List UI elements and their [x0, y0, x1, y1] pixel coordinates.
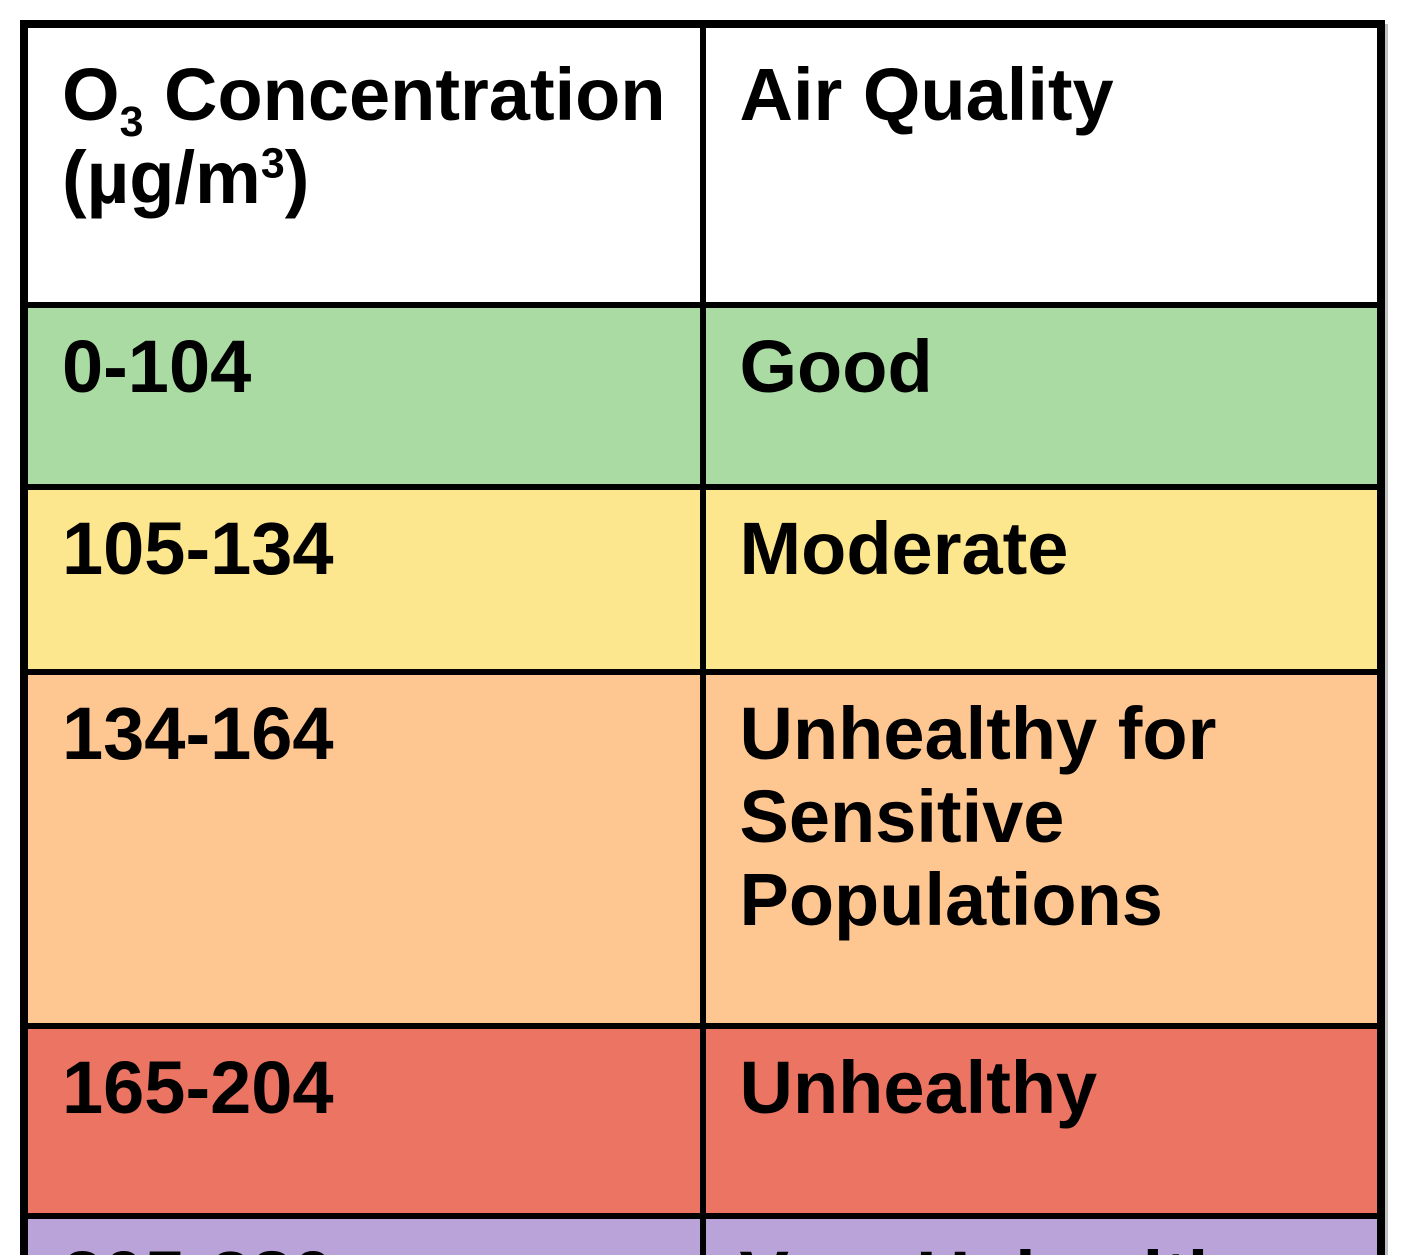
o3-range-value: 205-380: [62, 1236, 334, 1255]
air-quality-cell: Very Unhealthy: [699, 1213, 1384, 1255]
air-quality-cell: Moderate: [699, 484, 1384, 675]
table-row-unhealthy-sensitive: 134-164 Unhealthy for Sensitive Populati…: [21, 669, 1384, 1029]
air-quality-value: Very Unhealthy: [740, 1236, 1275, 1255]
air-quality-value: Moderate: [739, 507, 1069, 590]
o3-range-cell: 205-380: [21, 1213, 706, 1255]
o3-range-value: 134-164: [62, 692, 334, 775]
air-quality-table: O3 Concentration (µg/m3) Air Quality 0-1…: [20, 20, 1385, 1255]
column-header-o3-concentration: O3 Concentration (µg/m3): [21, 21, 706, 308]
o3-range-cell: 165-204: [21, 1023, 706, 1219]
air-quality-value: Unhealthy for Sensitive Populations: [739, 692, 1217, 941]
o3-range-cell: 0-104: [21, 302, 706, 490]
unit-superscript: 3: [260, 139, 285, 188]
table-row-very-unhealthy: 205-380 Very Unhealthy: [21, 1213, 1384, 1255]
o3-subscript: 3: [119, 97, 144, 146]
o3-header-rest: Concentration: [143, 53, 666, 136]
table-row-unhealthy: 165-204 Unhealthy: [21, 1023, 1384, 1219]
o3-range-cell: 105-134: [21, 484, 706, 675]
o3-unit: (µg/m3): [62, 135, 310, 219]
header-row: O3 Concentration (µg/m3) Air Quality: [21, 21, 1384, 308]
air-quality-value: Unhealthy: [739, 1046, 1098, 1129]
o3-symbol: O3: [62, 53, 144, 146]
o3-range-value: 105-134: [62, 507, 334, 590]
air-quality-cell: Good: [699, 302, 1384, 490]
air-quality-header-label: Air Quality: [739, 53, 1114, 136]
air-quality-cell: Unhealthy for Sensitive Populations: [699, 669, 1384, 1029]
air-quality-cell: Unhealthy: [699, 1023, 1384, 1219]
o3-range-value: 165-204: [62, 1046, 334, 1129]
o3-range-value: 0-104: [62, 325, 252, 408]
o3-range-cell: 134-164: [21, 669, 706, 1029]
air-quality-value: Good: [739, 325, 933, 408]
table-row-moderate: 105-134 Moderate: [21, 484, 1384, 675]
table-row-good: 0-104 Good: [21, 302, 1384, 490]
column-header-air-quality: Air Quality: [699, 21, 1384, 308]
